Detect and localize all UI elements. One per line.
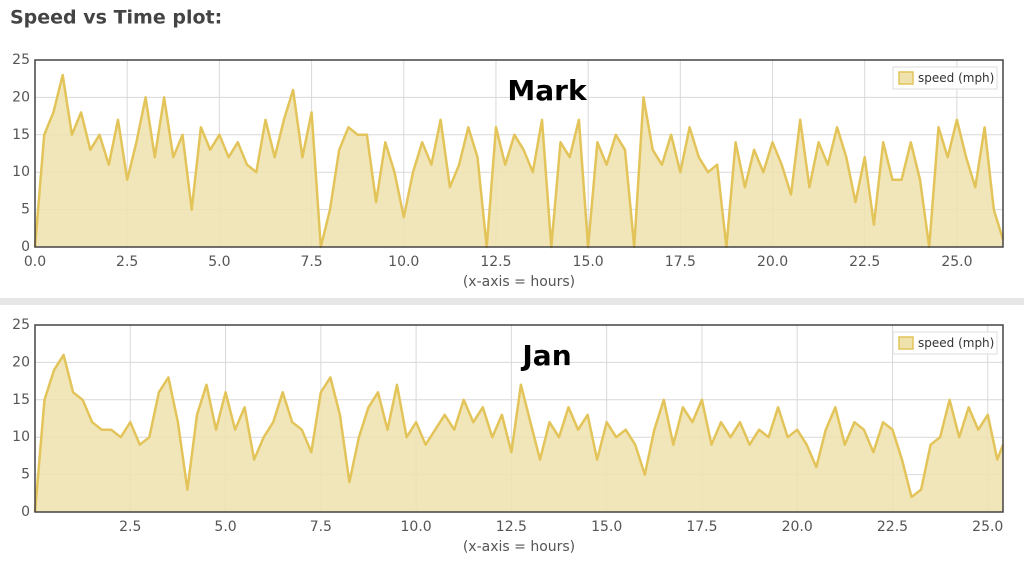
x-tick-label: 17.5 xyxy=(665,254,696,270)
x-axis-label: (x-axis = hours) xyxy=(463,539,575,555)
x-tick-label: 2.5 xyxy=(119,519,141,535)
y-tick-label: 10 xyxy=(12,164,30,180)
x-tick-label: 10.0 xyxy=(401,519,432,535)
x-tick-label: 7.5 xyxy=(300,254,322,270)
x-axis-label: (x-axis = hours) xyxy=(463,274,575,290)
x-tick-label: 12.5 xyxy=(496,519,527,535)
x-tick-label: 22.5 xyxy=(877,519,908,535)
x-tick-label: 12.5 xyxy=(480,254,511,270)
y-tick-label: 10 xyxy=(12,429,30,445)
x-tick-label: 25.0 xyxy=(972,519,1003,535)
legend-label: speed (mph) xyxy=(918,71,994,85)
page-title: Speed vs Time plot: xyxy=(10,7,222,29)
y-tick-label: 0 xyxy=(21,504,30,520)
legend-swatch xyxy=(898,336,914,350)
x-tick-label: 25.0 xyxy=(941,254,972,270)
x-tick-label: 5.0 xyxy=(214,519,236,535)
plot-border xyxy=(34,324,1004,513)
legend-box xyxy=(892,66,998,90)
x-tick-label: 15.0 xyxy=(591,519,622,535)
x-tick-label: 2.5 xyxy=(116,254,138,270)
legend-label: speed (mph) xyxy=(918,336,994,350)
x-tick-label: 0.0 xyxy=(24,254,46,270)
x-tick-label: 20.0 xyxy=(757,254,788,270)
x-tick-label: 7.5 xyxy=(310,519,332,535)
x-tick-label: 17.5 xyxy=(686,519,717,535)
legend-swatch xyxy=(898,71,914,85)
y-tick-label: 25 xyxy=(12,52,30,68)
y-tick-label: 5 xyxy=(21,202,30,218)
separator xyxy=(0,298,1024,305)
y-tick-label: 20 xyxy=(12,89,30,105)
x-tick-label: 10.0 xyxy=(388,254,419,270)
x-tick-label: 20.0 xyxy=(782,519,813,535)
x-tick-label: 15.0 xyxy=(573,254,604,270)
y-tick-label: 5 xyxy=(21,467,30,483)
chart-title: Mark xyxy=(507,74,588,107)
x-tick-label: 5.0 xyxy=(208,254,230,270)
y-tick-label: 15 xyxy=(12,392,30,408)
chart-title: Jan xyxy=(520,339,571,372)
area-fill xyxy=(35,75,1003,247)
plot-border xyxy=(34,59,1004,248)
y-tick-label: 0 xyxy=(21,239,30,255)
line xyxy=(33,73,1005,249)
y-tick-label: 20 xyxy=(12,354,30,370)
y-tick-label: 15 xyxy=(12,127,30,143)
legend-box xyxy=(892,331,998,355)
line xyxy=(33,353,1005,513)
area-fill xyxy=(35,354,1003,512)
x-tick-label: 22.5 xyxy=(849,254,880,270)
y-tick-label: 25 xyxy=(12,317,30,333)
